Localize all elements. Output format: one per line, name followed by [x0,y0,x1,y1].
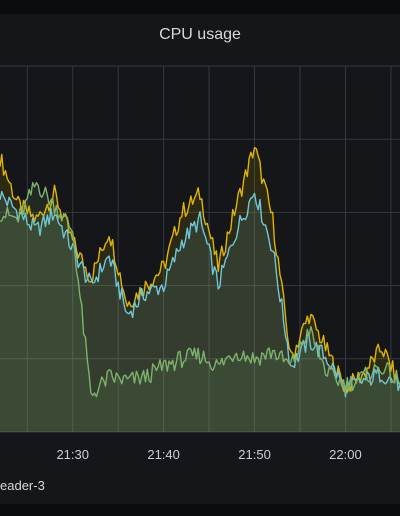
series-area-1 [0,191,400,432]
x-tick-label: 22:00 [329,447,362,462]
series-line-2 [0,182,400,398]
cpu-usage-chart: 21:30 21:40 21:50 22:00 [0,65,400,462]
x-tick-label: 21:50 [238,447,271,462]
series-line-1 [0,190,400,398]
legend-series-label[interactable]: eader-3 [0,478,45,493]
x-tick-label: 21:30 [56,447,89,462]
graph-panel: CPU usage 21:30 21:40 21:50 22:00 eader-3 [0,14,400,504]
series-area-2 [0,182,400,432]
panel-title[interactable]: CPU usage [159,26,241,43]
series-area-0 [0,147,400,432]
x-tick-label: 21:40 [147,447,180,462]
